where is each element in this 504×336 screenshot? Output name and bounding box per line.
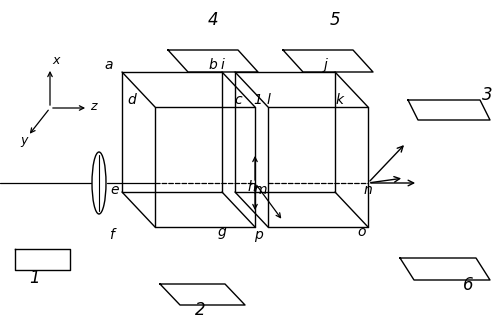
Text: z: z — [90, 100, 96, 113]
Text: g: g — [218, 225, 226, 239]
Text: 6: 6 — [463, 276, 473, 294]
Text: 4: 4 — [208, 11, 218, 29]
Text: f: f — [109, 228, 114, 242]
Text: b: b — [209, 58, 217, 72]
Text: k: k — [336, 93, 344, 107]
Text: l: l — [266, 93, 270, 107]
Text: 5: 5 — [330, 11, 340, 29]
Text: j: j — [323, 58, 327, 72]
Text: i: i — [220, 58, 224, 72]
Text: 1: 1 — [30, 269, 40, 287]
Text: 3: 3 — [482, 86, 492, 104]
Text: h: h — [247, 180, 257, 194]
Text: c: c — [234, 93, 242, 107]
Text: o: o — [358, 225, 366, 239]
Text: d: d — [128, 93, 137, 107]
Text: 2: 2 — [195, 301, 205, 319]
Text: 1: 1 — [254, 93, 263, 107]
Text: m: m — [253, 183, 267, 197]
Text: y: y — [20, 134, 27, 147]
Text: e: e — [111, 183, 119, 197]
Text: x: x — [52, 54, 59, 67]
Text: p: p — [254, 228, 263, 242]
Text: a: a — [105, 58, 113, 72]
Text: n: n — [363, 183, 372, 197]
